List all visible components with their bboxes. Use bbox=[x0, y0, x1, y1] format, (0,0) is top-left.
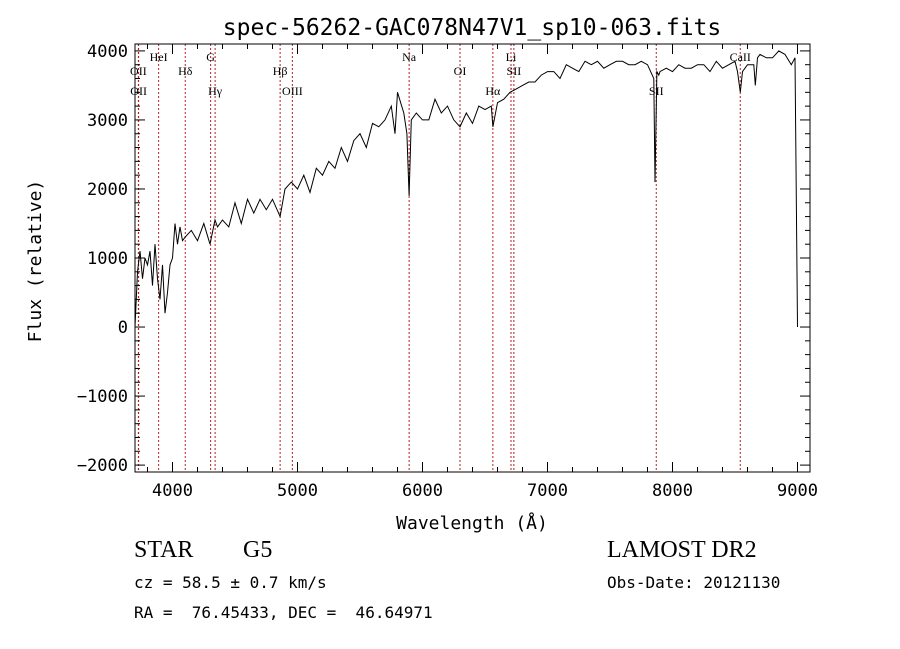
class-label: STAR bbox=[134, 537, 194, 563]
spectral-line-label: OII bbox=[130, 84, 147, 98]
chart-title: spec-56262-GAC078N47V1_sp10-063.fits bbox=[223, 15, 722, 41]
x-tick-label: 8000 bbox=[652, 481, 693, 501]
spectral-line-label: Hδ bbox=[178, 64, 193, 78]
spectral-line-label: Hβ bbox=[273, 64, 288, 78]
x-tick-label: 4000 bbox=[152, 481, 193, 501]
y-tick-label: −2000 bbox=[77, 456, 128, 476]
spectrum-line bbox=[134, 50, 798, 328]
subclass-label: G5 bbox=[243, 537, 273, 563]
y-tick-label: 0 bbox=[118, 318, 128, 338]
spectral-line-label: HeI bbox=[150, 50, 168, 64]
spectral-line-label: Na bbox=[402, 50, 417, 64]
redshift-readout: cz = 58.5 ± 0.7 km/s bbox=[134, 573, 327, 592]
spectral-line-label: Li bbox=[506, 50, 517, 64]
y-tick-label: 2000 bbox=[87, 180, 128, 200]
x-tick-label: 9000 bbox=[777, 481, 818, 501]
y-tick-label: 1000 bbox=[87, 249, 128, 269]
y-axis-ticks: −2000 −1000 0 1000 2000 3000 4000 bbox=[77, 42, 810, 476]
plot-frame bbox=[134, 43, 811, 473]
x-tick-label: 7000 bbox=[527, 481, 568, 501]
y-tick-label: 4000 bbox=[87, 42, 128, 62]
y-tick-label: 3000 bbox=[87, 111, 128, 131]
coordinates: RA = 76.45433, DEC = 46.64971 bbox=[134, 603, 433, 622]
line-markers bbox=[137, 44, 741, 472]
spectral-line-label: Hγ bbox=[208, 84, 223, 98]
spectral-line-label: OII bbox=[130, 64, 147, 78]
x-tick-label: 5000 bbox=[277, 481, 318, 501]
survey-label: LAMOST DR2 bbox=[607, 537, 757, 563]
spectral-line-label: OI bbox=[454, 64, 467, 78]
x-axis-ticks: 4000 5000 6000 7000 8000 9000 bbox=[147, 44, 818, 501]
obs-date: Obs-Date: 20121130 bbox=[607, 573, 781, 592]
spectral-line-label: OIII bbox=[282, 84, 303, 98]
spectral-line-label: SII bbox=[507, 64, 522, 78]
spectral-line-label: G bbox=[206, 50, 215, 64]
x-axis-label: Wavelength (Å) bbox=[396, 512, 548, 534]
y-axis-label: Flux (relative) bbox=[25, 180, 46, 343]
x-tick-label: 6000 bbox=[402, 481, 443, 501]
y-tick-label: −1000 bbox=[77, 387, 128, 407]
spectral-line-label: CaII bbox=[730, 50, 751, 64]
spectral-line-label: Hα bbox=[485, 84, 501, 98]
